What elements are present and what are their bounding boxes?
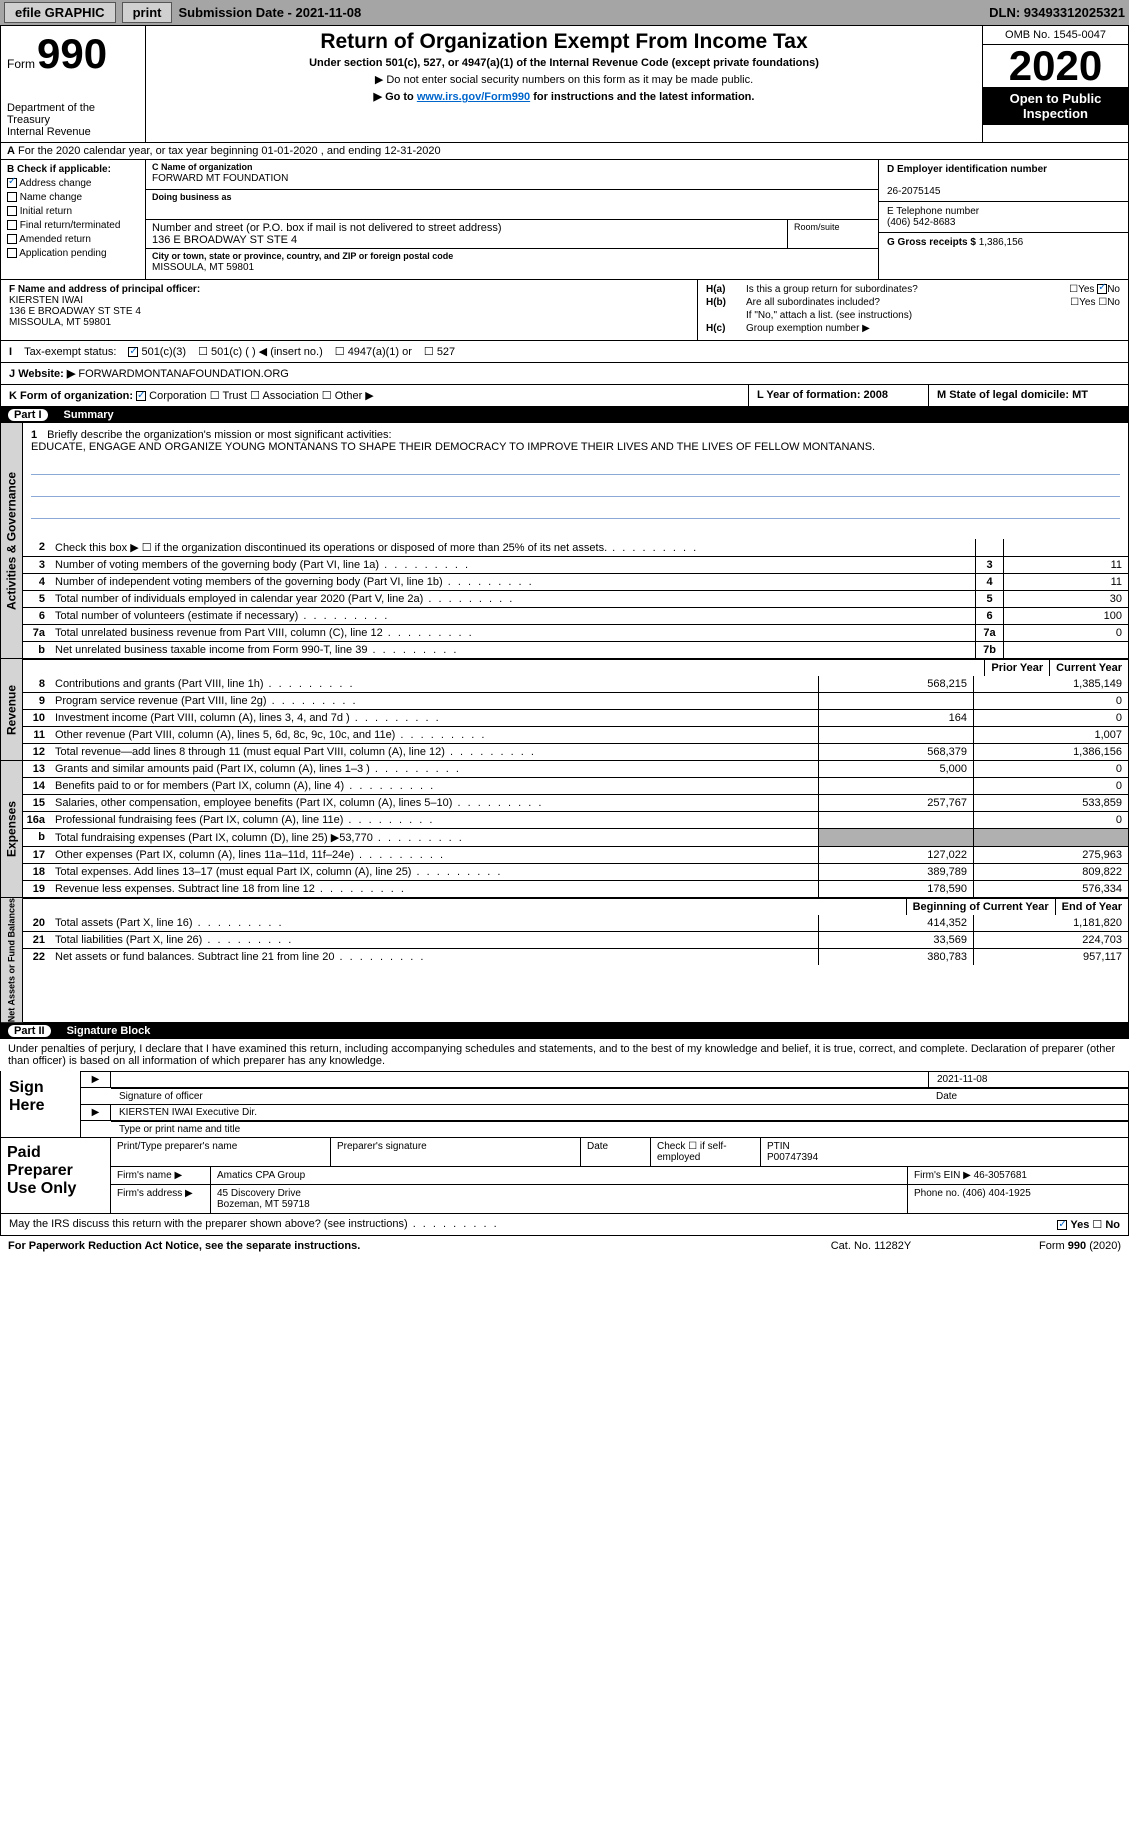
cat-no: Cat. No. 11282Y bbox=[771, 1240, 971, 1252]
website: FORWARDMONTANAFOUNDATION.ORG bbox=[78, 368, 288, 380]
vtab-expenses: Expenses bbox=[1, 761, 23, 897]
mission-text: EDUCATE, ENGAGE AND ORGANIZE YOUNG MONTA… bbox=[31, 441, 875, 453]
gross-lbl: G Gross receipts $ bbox=[887, 237, 976, 248]
prior-year-hdr: Prior Year bbox=[984, 660, 1049, 676]
501c3-check[interactable] bbox=[128, 347, 138, 357]
ein: 26-2075145 bbox=[887, 186, 940, 197]
hb-note: If "No," attach a list. (see instruction… bbox=[746, 310, 1120, 321]
tel-lbl: E Telephone number bbox=[887, 206, 979, 217]
prep-selfemp: Check ☐ if self-employed bbox=[651, 1138, 761, 1166]
vtab-netassets: Net Assets or Fund Balances bbox=[1, 898, 23, 1022]
note-goto-post: for instructions and the latest informat… bbox=[530, 91, 754, 103]
colb-check-0[interactable] bbox=[7, 178, 17, 188]
firm-addr2: Bozeman, MT 59718 bbox=[217, 1199, 310, 1210]
identity-block: B Check if applicable: Address change Na… bbox=[0, 160, 1129, 280]
paid-preparer: Paid Preparer Use Only Print/Type prepar… bbox=[0, 1138, 1129, 1214]
sign-here-lbl: Sign Here bbox=[1, 1071, 81, 1137]
firm-ein: 46-3057681 bbox=[974, 1170, 1027, 1181]
firm-phone: (406) 404-1925 bbox=[962, 1188, 1030, 1199]
ha-no-check[interactable] bbox=[1097, 284, 1107, 294]
row-fh: F Name and address of principal officer:… bbox=[0, 280, 1129, 341]
sig-date-lbl: Date bbox=[928, 1088, 1128, 1104]
officer-addr1: 136 E BROADWAY ST STE 4 bbox=[9, 306, 141, 317]
begin-year-hdr: Beginning of Current Year bbox=[906, 899, 1055, 915]
city: MISSOULA, MT 59801 bbox=[152, 262, 254, 273]
ein-lbl: D Employer identification number bbox=[887, 164, 1047, 175]
brief-lbl: Briefly describe the organization's miss… bbox=[47, 429, 391, 441]
sig-name: KIERSTEN IWAI Executive Dir. bbox=[111, 1105, 1128, 1120]
state-domicile: M State of legal domicile: MT bbox=[937, 389, 1088, 401]
submission-date: Submission Date - 2021-11-08 bbox=[178, 5, 361, 20]
officer-lbl: F Name and address of principal officer: bbox=[9, 284, 200, 295]
colb-check-5[interactable] bbox=[7, 248, 17, 258]
row-a-period: A For the 2020 calendar year, or tax yea… bbox=[0, 143, 1129, 160]
dln: DLN: 93493312025321 bbox=[989, 5, 1125, 20]
form-ref: Form 990 (2020) bbox=[1039, 1240, 1121, 1252]
addr-lbl: Number and street (or P.O. box if mail i… bbox=[152, 222, 502, 234]
perjury-decl: Under penalties of perjury, I declare th… bbox=[0, 1039, 1129, 1071]
note-ssn: ▶ Do not enter social security numbers o… bbox=[154, 73, 974, 86]
topbar: efile GRAPHIC print Submission Date - 20… bbox=[0, 0, 1129, 25]
paperwork-notice: For Paperwork Reduction Act Notice, see … bbox=[8, 1240, 771, 1252]
tel: (406) 542-8683 bbox=[887, 217, 955, 228]
org-name: FORWARD MT FOUNDATION bbox=[152, 173, 288, 184]
note-goto-pre: ▶ Go to bbox=[374, 91, 417, 103]
ha-lbl: Is this a group return for subordinates? bbox=[746, 284, 1069, 295]
end-year-hdr: End of Year bbox=[1055, 899, 1128, 915]
firm-addr1: 45 Discovery Drive bbox=[217, 1188, 301, 1199]
col-b-checkboxes: B Check if applicable: Address change Na… bbox=[1, 160, 146, 279]
discuss-q: May the IRS discuss this return with the… bbox=[9, 1218, 499, 1231]
vtab-revenue: Revenue bbox=[1, 659, 23, 760]
city-lbl: City or town, state or province, country… bbox=[152, 251, 453, 261]
gross: 1,386,156 bbox=[979, 237, 1024, 248]
corp-check[interactable] bbox=[136, 391, 146, 401]
open-to-public: Open to Public Inspection bbox=[983, 87, 1128, 125]
form-header: Form990 Department of the Treasury Inter… bbox=[0, 25, 1129, 143]
form-number: 990 bbox=[37, 30, 107, 78]
org-name-lbl: C Name of organization bbox=[152, 162, 253, 172]
row-k: K Form of organization: Corporation ☐ Tr… bbox=[0, 385, 1129, 407]
prep-sig-hdr: Preparer's signature bbox=[331, 1138, 581, 1166]
print-btn[interactable]: print bbox=[122, 2, 173, 23]
sig-officer-lbl: Signature of officer bbox=[111, 1088, 928, 1104]
colb-check-1[interactable] bbox=[7, 192, 17, 202]
hc-lbl: Group exemption number ▶ bbox=[746, 323, 1120, 334]
current-year-hdr: Current Year bbox=[1049, 660, 1128, 676]
part1-header: Part ISummary bbox=[0, 407, 1129, 423]
part2-header: Part IISignature Block bbox=[0, 1023, 1129, 1039]
firm-name: Amatics CPA Group bbox=[211, 1167, 908, 1184]
form-title: Return of Organization Exempt From Incom… bbox=[154, 30, 974, 54]
vtab-governance: Activities & Governance bbox=[1, 423, 23, 658]
dept-treasury: Department of the Treasury Internal Reve… bbox=[7, 102, 139, 138]
officer-addr2: MISSOULA, MT 59801 bbox=[9, 317, 111, 328]
discuss-yes[interactable] bbox=[1057, 1220, 1067, 1230]
colb-check-4[interactable] bbox=[7, 234, 17, 244]
sig-name-lbl: Type or print name and title bbox=[111, 1121, 1128, 1137]
year-formation: L Year of formation: 2008 bbox=[757, 389, 888, 401]
room-suite-lbl: Room/suite bbox=[788, 220, 878, 248]
row-j-website: J Website: ▶ FORWARDMONTANAFOUNDATION.OR… bbox=[0, 363, 1129, 385]
tax-year: 2020 bbox=[983, 45, 1128, 87]
form-subtitle: Under section 501(c), 527, or 4947(a)(1)… bbox=[154, 57, 974, 69]
dba-lbl: Doing business as bbox=[152, 192, 232, 202]
prep-date-hdr: Date bbox=[581, 1138, 651, 1166]
irs-link[interactable]: www.irs.gov/Form990 bbox=[417, 91, 530, 103]
paid-prep-lbl: Paid Preparer Use Only bbox=[1, 1138, 111, 1213]
form-word: Form bbox=[7, 57, 35, 71]
ptin: P00747394 bbox=[767, 1152, 818, 1163]
prep-name-hdr: Print/Type preparer's name bbox=[111, 1138, 331, 1166]
colb-check-2[interactable] bbox=[7, 206, 17, 216]
efile-btn[interactable]: efile GRAPHIC bbox=[4, 2, 116, 23]
hb-lbl: Are all subordinates included? bbox=[746, 297, 1070, 308]
sig-date: 2021-11-08 bbox=[928, 1072, 1128, 1087]
footer: For Paperwork Reduction Act Notice, see … bbox=[0, 1236, 1129, 1256]
addr: 136 E BROADWAY ST STE 4 bbox=[152, 234, 297, 246]
officer-name: KIERSTEN IWAI bbox=[9, 295, 83, 306]
row-i-status: ITax-exempt status: 501(c)(3) ☐ 501(c) (… bbox=[0, 341, 1129, 363]
colb-check-3[interactable] bbox=[7, 220, 17, 230]
